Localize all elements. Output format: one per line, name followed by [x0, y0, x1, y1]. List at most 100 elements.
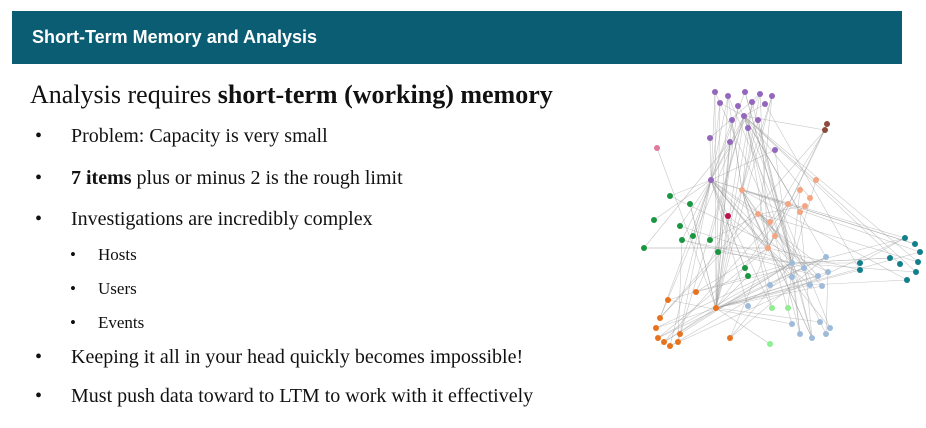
bullet-dot: •	[35, 208, 43, 230]
graph-node	[641, 245, 647, 251]
graph-node	[667, 343, 673, 349]
graph-edge	[825, 271, 829, 335]
graph-node	[725, 213, 731, 219]
graph-node	[917, 249, 923, 255]
title-bar: Short-Term Memory and Analysis	[12, 11, 902, 64]
graph-edge	[677, 115, 745, 343]
graph-edge	[710, 102, 721, 181]
graph-node	[772, 233, 778, 239]
graph-node	[755, 211, 761, 217]
graph-node	[667, 193, 673, 199]
sub-bullet-text: Users	[98, 279, 137, 298]
graph-node	[655, 335, 661, 341]
graph-node	[745, 303, 751, 309]
graph-node	[729, 117, 735, 123]
graph-edge	[741, 189, 773, 309]
graph-node	[675, 339, 681, 345]
graph-node	[765, 245, 771, 251]
graph-edge	[743, 115, 811, 199]
graph-node	[713, 305, 719, 311]
graph-edge	[719, 102, 745, 117]
graph-edge	[799, 211, 813, 339]
graph-edge	[729, 256, 827, 339]
graph-edge	[659, 213, 759, 319]
graph-node	[757, 91, 763, 97]
graph-edge	[695, 189, 743, 293]
graph-node	[785, 201, 791, 207]
graph-node	[769, 305, 775, 311]
graph-node	[661, 339, 667, 345]
slide-heading: Analysis requires short-term (working) m…	[30, 80, 553, 110]
graph-node	[665, 297, 671, 303]
graph-edge	[681, 179, 712, 241]
graph-node	[857, 267, 863, 273]
graph-node	[717, 100, 723, 106]
graph-edge	[743, 115, 801, 335]
graph-edge	[715, 102, 721, 309]
graph-node	[815, 273, 821, 279]
graph-node	[749, 99, 755, 105]
bullet-dot: •	[35, 346, 43, 368]
graph-edge	[709, 137, 712, 181]
graph-edge	[774, 149, 801, 335]
graph-node	[727, 139, 733, 145]
graph-edge	[787, 262, 793, 309]
bullet-bold: 7 items	[71, 167, 132, 189]
graph-edge	[695, 237, 906, 293]
graph-node	[823, 331, 829, 337]
graph-edge	[729, 262, 793, 339]
graph-node	[823, 254, 829, 260]
graph-edge	[743, 115, 901, 265]
graph-node	[745, 125, 751, 131]
graph-edge	[681, 239, 793, 264]
graph-edge	[710, 115, 745, 181]
graph-edge	[655, 262, 793, 329]
graph-edge	[759, 213, 919, 263]
bullet-dot: •	[70, 313, 76, 332]
graph-node	[707, 135, 713, 141]
graph-edge	[715, 251, 921, 309]
bullet-rest: plus or minus 2 is the rough limit	[131, 167, 403, 189]
graph-edge	[741, 189, 921, 253]
graph-node	[657, 315, 663, 321]
bullet-dot: •	[35, 125, 43, 147]
graph-node	[797, 331, 803, 337]
graph-node	[912, 241, 918, 247]
graph-edge	[741, 189, 916, 245]
sub-bullet-text: Events	[98, 313, 145, 332]
heading-bold: short-term (working) memory	[217, 80, 553, 109]
graph-node	[801, 265, 807, 271]
graph-node	[725, 93, 731, 99]
graph-node	[687, 201, 693, 207]
graph-node	[904, 277, 910, 283]
graph-node	[690, 233, 696, 239]
graph-node	[887, 255, 893, 261]
graph-edge	[657, 262, 793, 339]
bullet-dot: •	[70, 245, 76, 264]
graph-node	[677, 331, 683, 337]
graph-edge	[769, 129, 826, 223]
graph-edge	[710, 179, 761, 215]
graph-edge	[709, 115, 745, 241]
graph-node	[708, 177, 714, 183]
graph-edge	[715, 203, 789, 309]
graph-node	[767, 282, 773, 288]
graph-edge	[643, 141, 731, 249]
bullet-dot: •	[70, 279, 76, 298]
graph-edge	[655, 307, 717, 329]
graph-node	[654, 145, 660, 151]
graph-node	[677, 223, 683, 229]
graph-edge	[757, 119, 813, 339]
graph-node	[762, 101, 768, 107]
graph-node	[824, 121, 830, 127]
graph-edge	[727, 95, 743, 191]
network-graph-illustration	[641, 89, 923, 349]
bullet-text: Keeping it all in your head quickly beco…	[71, 346, 524, 368]
bullet-text: Investigations are incredibly complex	[71, 208, 373, 230]
graph-node	[902, 235, 908, 241]
graph-node	[827, 325, 833, 331]
graph-node	[897, 261, 903, 267]
graph-edge	[669, 179, 712, 347]
bullet-text: Problem: Capacity is very small	[71, 125, 328, 147]
graph-edge	[710, 91, 716, 181]
